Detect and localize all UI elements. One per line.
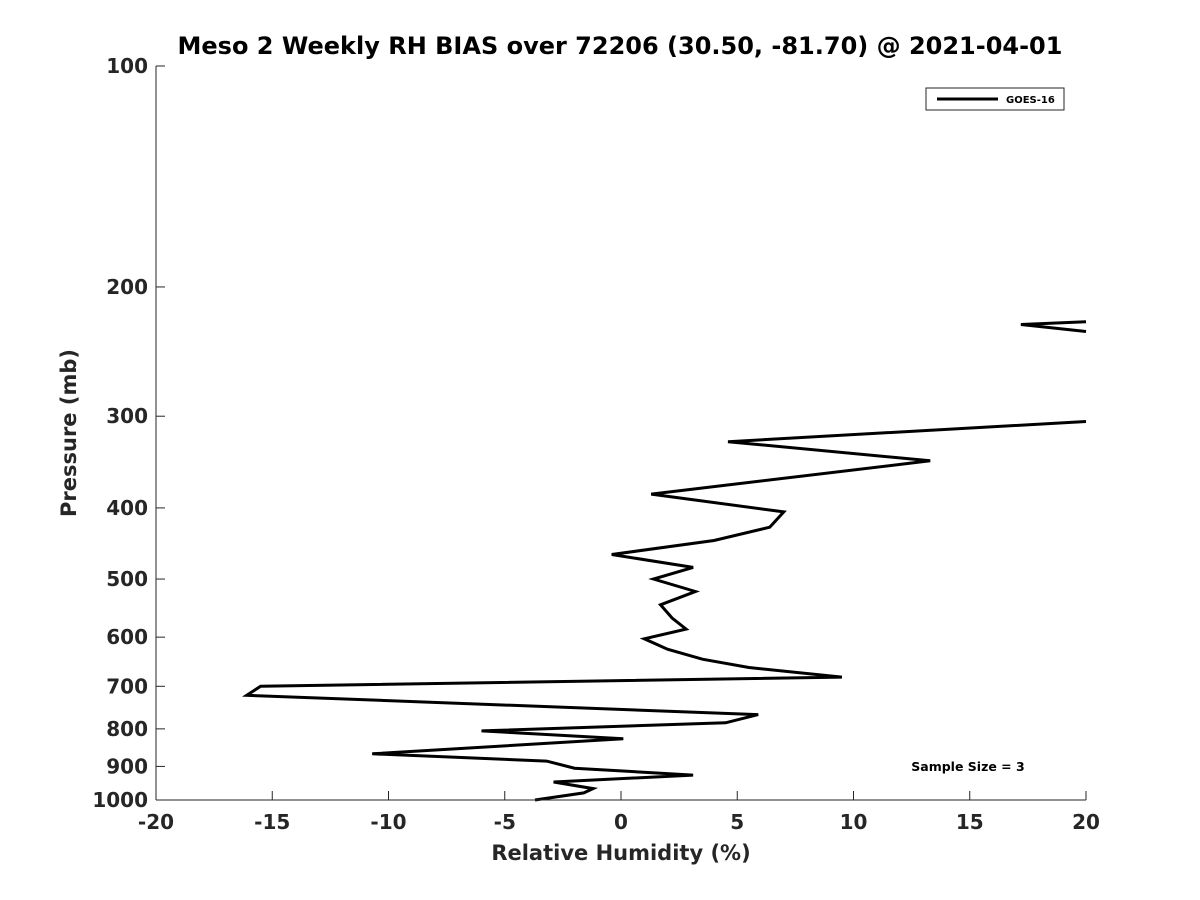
x-axis-ticks: -20 -15 -10 -5 0 5 10 15 20 (138, 791, 1100, 834)
y-tick-label: 400 (106, 496, 148, 520)
y-tick-label: 100 (106, 54, 148, 78)
y-tick-label: 500 (106, 567, 148, 591)
y-tick-label: 700 (106, 674, 148, 698)
y-tick-label: 200 (106, 275, 148, 299)
x-tick-label: -5 (494, 810, 516, 834)
x-axis-label: Relative Humidity (%) (491, 841, 750, 865)
y-tick-label: 1000 (92, 788, 148, 812)
series-layer (241, 320, 1087, 802)
sample-size-annotation: Sample Size = 3 (911, 759, 1024, 774)
y-tick-label: 300 (106, 404, 148, 428)
y-tick-label: 800 (106, 717, 148, 741)
x-tick-label: -15 (254, 810, 290, 834)
x-tick-label: 10 (840, 810, 868, 834)
x-tick-label: 0 (614, 810, 628, 834)
y-axis-label: Pressure (mb) (57, 349, 81, 517)
x-tick-label: -20 (138, 810, 174, 834)
y-tick-label: 900 (106, 754, 148, 778)
legend: GOES-16 (925, 87, 1065, 111)
y-tick-label: 600 (106, 625, 148, 649)
series-line-goes-16-segment-2 (241, 420, 1087, 802)
x-tick-label: -10 (370, 810, 406, 834)
y-axis-ticks: 100 200 300 400 500 600 700 800 900 1000 (92, 54, 165, 812)
x-tick-label: 20 (1072, 810, 1100, 834)
legend-label-goes-16: GOES-16 (1006, 95, 1055, 106)
series-line-goes-16-segment-1 (1020, 320, 1087, 333)
x-tick-label: 5 (730, 810, 744, 834)
chart-title: Meso 2 Weekly RH BIAS over 72206 (30.50,… (178, 32, 1063, 60)
x-tick-label: 15 (956, 810, 984, 834)
